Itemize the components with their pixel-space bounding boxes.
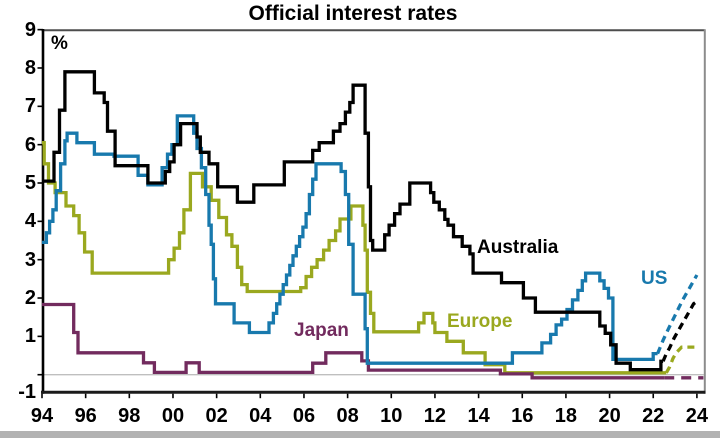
x-tick-label: 08 [336,405,359,427]
x-tick-label: 10 [380,405,403,427]
bottom-gray-band [0,431,720,438]
series-forecast-line-australia [661,298,701,362]
x-tick-label: 96 [74,405,97,427]
y-tick-label: 2 [24,287,36,309]
y-tick-label: 4 [24,210,36,233]
x-tick-label: 04 [249,405,272,427]
chart-title: Official interest rates [248,2,458,25]
x-tick-label: 18 [554,405,578,427]
x-tick-label: 22 [642,405,665,427]
x-tick-label: 98 [118,405,141,427]
x-tick-label: 02 [205,405,228,427]
y-tick-label: 7 [24,95,36,118]
x-tick-label: 16 [511,405,534,427]
x-tick-label: 20 [598,405,621,427]
y-axis-unit-label: % [51,33,68,54]
x-tick-label: 14 [467,405,490,427]
europe-series-label: Europe [447,311,513,332]
x-tick-label: 06 [292,405,316,427]
y-tick-label: -1 [18,381,36,403]
x-tick-label: 24 [685,405,709,427]
x-tick-label: 00 [161,405,185,427]
y-tick-label: 1 [24,325,36,348]
y-tick-label: 3 [24,248,36,271]
y-tick-label: 6 [24,133,36,156]
series-line-australia [42,70,664,372]
series-forecast-line-us [656,274,699,355]
series-line-us [42,114,658,365]
y-tick-label: 5 [24,172,36,194]
x-tick-label: 94 [30,405,54,427]
australia-series-label: Australia [477,237,559,258]
y-tick-label: 8 [24,57,36,79]
series-line-japan [42,302,665,380]
us-series-label: US [641,268,668,289]
japan-series-label: Japan [294,320,349,341]
x-tick-label: 12 [423,405,447,427]
series-forecast-line-europe [664,345,700,374]
series-line-europe [42,141,667,375]
y-tick-label: 9 [24,18,36,41]
